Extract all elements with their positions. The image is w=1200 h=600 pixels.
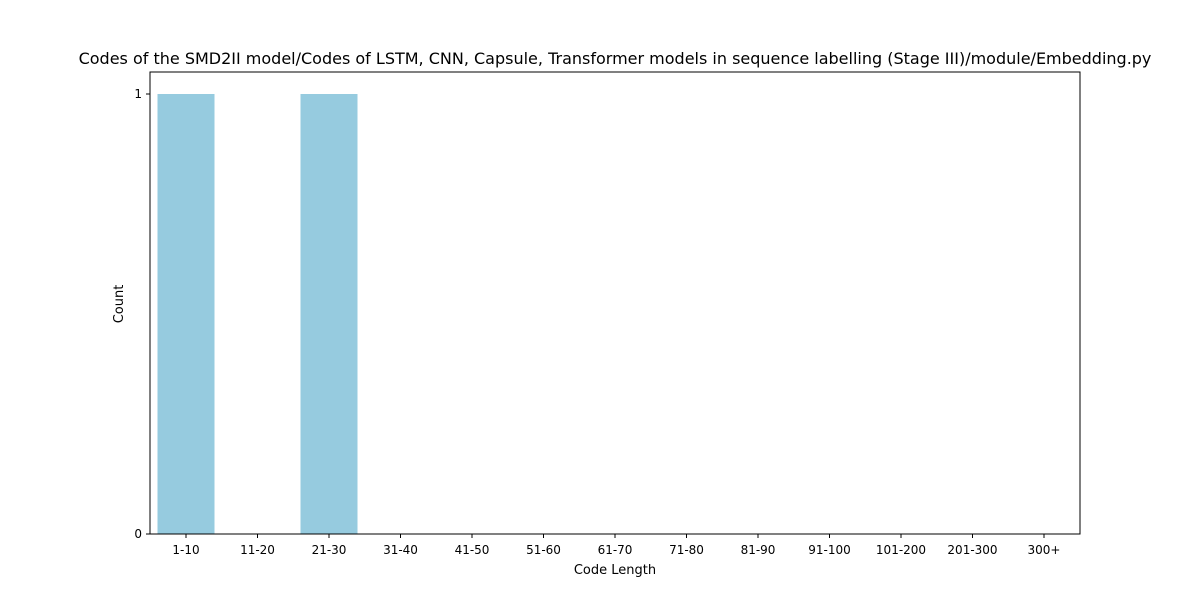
x-tick-label: 71-80	[669, 543, 704, 557]
x-tick-label: 81-90	[741, 543, 776, 557]
x-tick-label: 21-30	[312, 543, 347, 557]
y-tick-label: 1	[134, 87, 142, 101]
bar-1-10	[157, 94, 215, 534]
y-axis: 01	[134, 87, 150, 541]
y-tick-label: 0	[134, 527, 142, 541]
chart-title: Codes of the SMD2II model/Codes of LSTM,…	[79, 49, 1152, 68]
y-axis-label: Count	[112, 285, 127, 324]
x-tick-label: 91-100	[808, 543, 851, 557]
x-tick-label: 41-50	[455, 543, 490, 557]
x-tick-label: 300+	[1028, 543, 1061, 557]
x-axis: 1-10 11-20 21-30 31-40 41-50 51-60 61-70 71-80 8…	[172, 534, 1060, 557]
x-axis-label: Code Length	[574, 563, 656, 578]
bars-layer	[157, 94, 358, 534]
x-tick-label: 11-20	[240, 543, 275, 557]
x-tick-label: 51-60	[526, 543, 561, 557]
x-tick-label: 31-40	[383, 543, 418, 557]
x-tick-label: 61-70	[598, 543, 633, 557]
bar-21-30	[300, 94, 358, 534]
x-tick-label: 1-10	[172, 543, 199, 557]
x-tick-label: 101-200	[876, 543, 926, 557]
plot-frame	[149, 71, 1081, 535]
x-tick-label: 201-300	[947, 543, 997, 557]
